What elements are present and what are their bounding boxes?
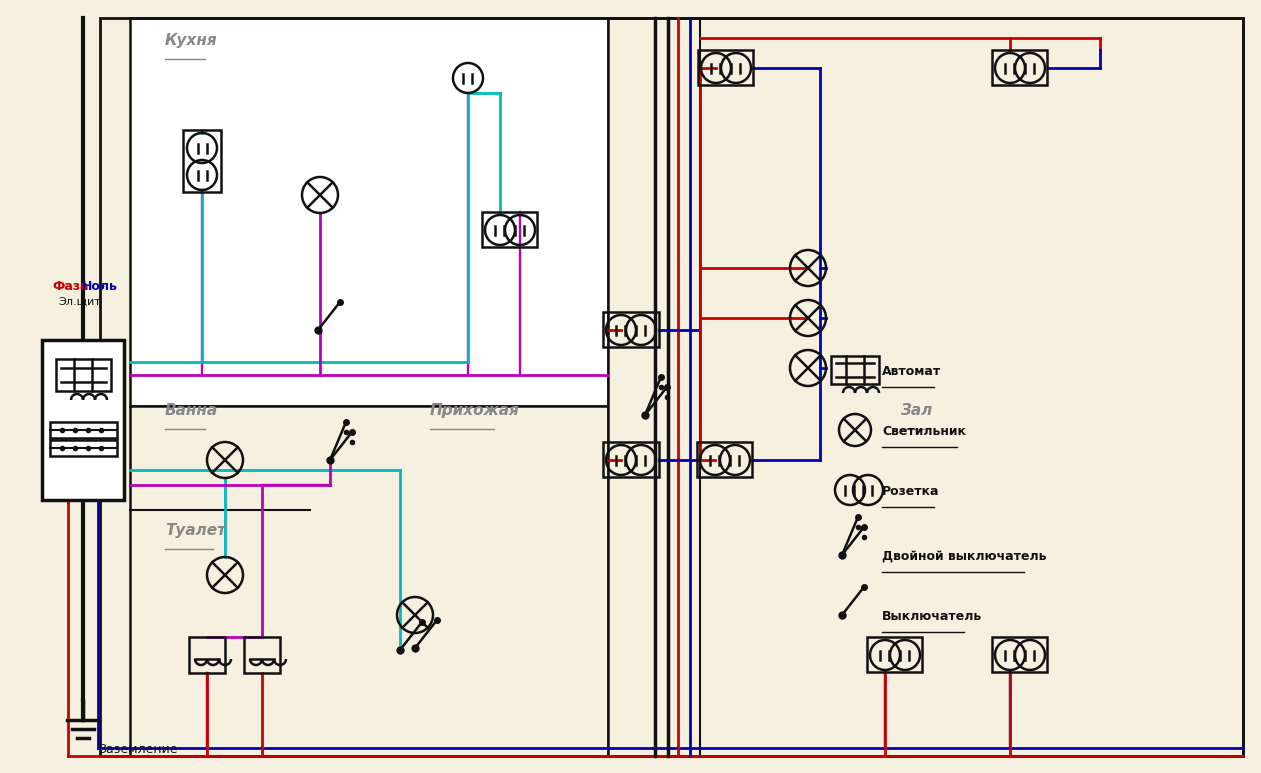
Bar — [868, 637, 922, 672]
Bar — [603, 312, 660, 347]
Bar — [831, 356, 879, 384]
Text: Ванна: Ванна — [165, 403, 218, 418]
Bar — [482, 212, 537, 247]
Text: Эл.щит: Эл.щит — [58, 297, 101, 307]
Bar — [992, 50, 1047, 85]
Text: Двойной выключатель: Двойной выключатель — [881, 550, 1047, 563]
Bar — [699, 50, 753, 85]
Bar — [130, 406, 608, 756]
Bar — [55, 359, 111, 391]
Bar — [243, 637, 280, 673]
Text: Выключатель: Выключатель — [881, 610, 982, 623]
Text: Розетка: Розетка — [881, 485, 939, 498]
Bar — [189, 637, 224, 673]
Text: Фаза: Фаза — [52, 280, 88, 293]
Text: Автомат: Автомат — [881, 365, 941, 378]
Bar — [608, 18, 1243, 756]
Bar — [183, 130, 221, 192]
Text: Кухня: Кухня — [165, 33, 218, 48]
Bar — [992, 637, 1047, 672]
Bar — [697, 442, 752, 477]
Bar — [130, 18, 608, 406]
Text: Зал: Зал — [900, 403, 932, 418]
Bar — [603, 442, 660, 477]
Bar — [42, 340, 124, 500]
Text: Заземление: Заземление — [98, 743, 178, 756]
Text: Ноль: Ноль — [82, 280, 117, 293]
Bar — [50, 422, 117, 438]
Text: Туалет: Туалет — [165, 523, 226, 538]
Text: Светильник: Светильник — [881, 425, 966, 438]
Bar — [50, 440, 117, 456]
Text: Прихожая: Прихожая — [430, 403, 520, 418]
